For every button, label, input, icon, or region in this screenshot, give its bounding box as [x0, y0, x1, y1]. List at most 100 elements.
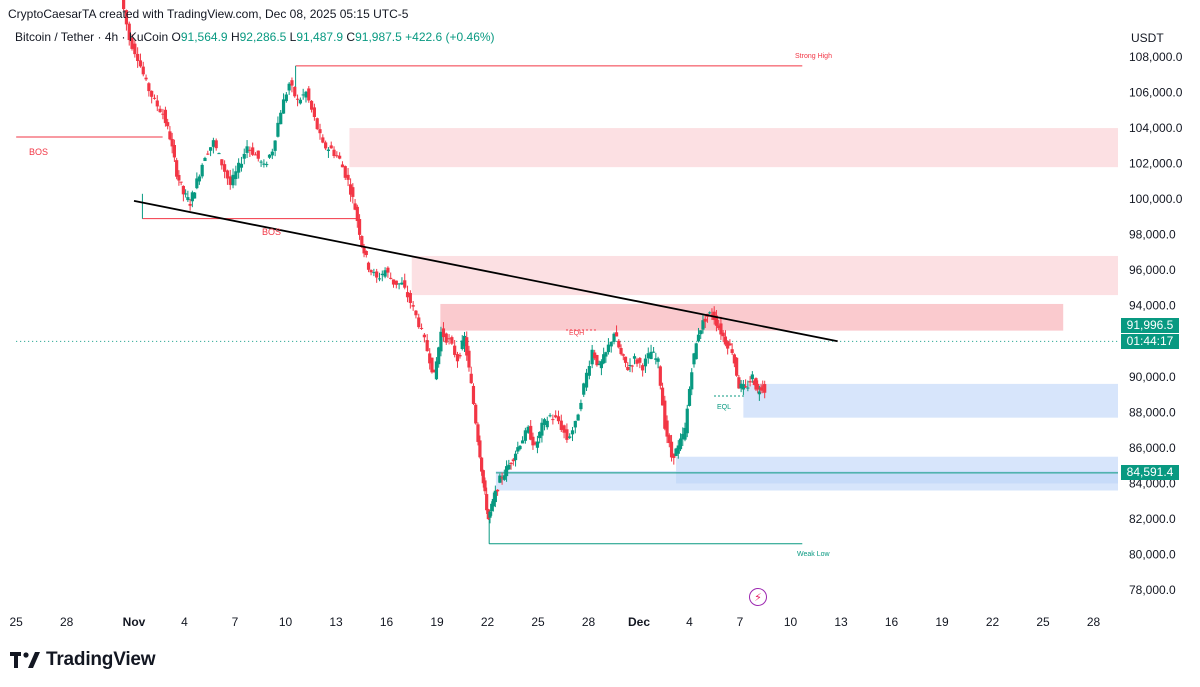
- candle-body: [763, 384, 767, 393]
- candle-body: [533, 442, 537, 445]
- time-tick-label: 25: [1036, 615, 1050, 629]
- price-axis[interactable]: 78,000.080,000.082,000.084,000.086,000.0…: [1129, 50, 1183, 597]
- price-tick-label: 82,000.0: [1129, 512, 1176, 526]
- time-tick-label: 16: [885, 615, 899, 629]
- close-value: 91,987.5: [355, 30, 402, 44]
- candle-body: [290, 80, 294, 86]
- candle-body: [476, 424, 480, 442]
- candle-body: [587, 366, 591, 376]
- candle-body: [730, 349, 734, 353]
- candle-body: [273, 140, 277, 151]
- candle-body: [184, 193, 188, 195]
- candle-body: [643, 358, 648, 367]
- candle-body: [318, 129, 322, 134]
- candle-body: [346, 174, 350, 180]
- trendline-layer: [133, 200, 838, 343]
- candle-body: [467, 350, 471, 368]
- candle-body: [548, 415, 552, 417]
- candle-body: [542, 419, 547, 425]
- candle-body: [380, 273, 384, 276]
- trendline[interactable]: [133, 200, 838, 343]
- candle-body: [526, 426, 530, 433]
- time-tick-label: 4: [686, 615, 693, 629]
- candle-body: [206, 153, 210, 155]
- price-tick-label: 94,000.0: [1129, 299, 1176, 313]
- candle-body: [417, 317, 421, 328]
- candle-body: [635, 359, 639, 364]
- price-tick-label: 90,000.0: [1129, 370, 1176, 384]
- candle-body: [231, 174, 235, 186]
- candle-body: [638, 358, 642, 363]
- candle-body: [694, 343, 698, 360]
- candle-body: [545, 420, 549, 428]
- candle-body: [324, 142, 328, 149]
- candle-body: [377, 278, 382, 280]
- time-tick-label: 10: [784, 615, 798, 629]
- candle-body: [556, 416, 561, 422]
- candle-body: [408, 292, 412, 303]
- candle-body: [744, 386, 748, 388]
- zone-supply_strong-2: [440, 303, 1064, 331]
- candle-body: [667, 435, 671, 444]
- candle-body: [340, 164, 345, 168]
- close-label: C: [346, 30, 356, 44]
- candle-body: [483, 480, 487, 492]
- candle-body: [658, 366, 662, 386]
- candle-body: [348, 184, 353, 195]
- candle-body: [432, 369, 436, 373]
- time-tick-label: 10: [279, 615, 293, 629]
- candle-body: [190, 192, 194, 202]
- candle-body: [237, 162, 241, 173]
- time-tick-label: 28: [60, 615, 74, 629]
- candle-body: [717, 325, 721, 329]
- candle-body: [366, 262, 371, 270]
- candle-body: [458, 355, 462, 357]
- candle-body: [669, 441, 674, 458]
- candle-body: [256, 150, 260, 159]
- candle-body: [480, 457, 484, 472]
- candle-body: [161, 113, 165, 115]
- candle-body: [723, 336, 728, 345]
- price-tick-label: 96,000.0: [1129, 263, 1176, 277]
- candle-body: [144, 77, 148, 80]
- candle-body: [710, 314, 714, 316]
- time-axis[interactable]: 25 28 Nov 4 7 10 13 16 19 22 25 28 Dec 4 7 10 13 16 19 22 25…: [9, 615, 1100, 629]
- candle-body: [304, 91, 308, 98]
- candle-body: [186, 197, 190, 201]
- candle-body: [681, 433, 685, 440]
- candle-body: [281, 99, 286, 114]
- candle-body: [621, 354, 625, 356]
- annotation-weak-low: Weak Low: [797, 551, 830, 558]
- candle-body: [520, 440, 525, 444]
- candle-body: [678, 438, 683, 450]
- candle-body: [357, 219, 362, 235]
- candle-body: [732, 354, 736, 364]
- candle-body: [683, 427, 687, 440]
- tradingview-logo[interactable]: TradingView: [10, 649, 156, 671]
- candle-body: [576, 414, 580, 421]
- symbol-legend[interactable]: Bitcoin / Tether · 4h · KuCoin O91,564.9…: [15, 30, 495, 44]
- zone-supply-0: [349, 128, 1118, 168]
- candle-body: [220, 159, 224, 166]
- candle-body: [130, 37, 134, 49]
- candle-body: [676, 445, 680, 454]
- candle-body: [491, 498, 495, 507]
- candle-body: [703, 318, 707, 322]
- candle-body: [602, 354, 606, 364]
- candle-body: [414, 310, 418, 316]
- lightning-icon[interactable]: ⚡: [749, 588, 767, 606]
- candle-body: [614, 332, 619, 337]
- candle-body: [197, 176, 201, 182]
- candle-body: [309, 100, 314, 110]
- candle-body: [630, 365, 634, 367]
- time-tick-label: 13: [329, 615, 343, 629]
- candle-body: [214, 140, 218, 149]
- candle-body: [338, 155, 342, 159]
- candle-body: [623, 356, 628, 363]
- currency-label[interactable]: USDT: [1131, 31, 1164, 45]
- time-tick-label: 16: [380, 615, 394, 629]
- candle-body: [312, 107, 316, 118]
- candle-body: [523, 430, 527, 441]
- candle-body: [389, 277, 393, 279]
